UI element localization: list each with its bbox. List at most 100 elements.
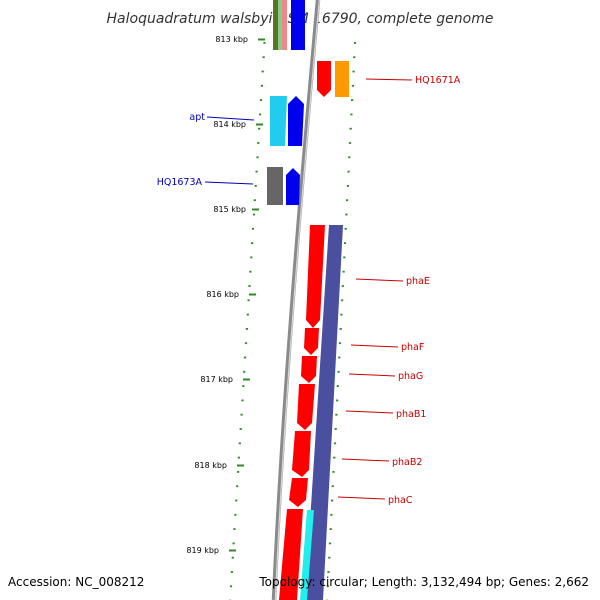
tick-dot [247,299,250,302]
tick-dot [333,456,336,459]
tick-dot [342,270,345,273]
tick-dot [248,285,251,287]
tick-dot [243,370,246,373]
tick-dot [254,185,257,187]
tick-dot [331,485,334,488]
cds-feature[interactable] [288,96,304,146]
gene-label-phac[interactable]: phaC [388,495,413,506]
tick-dot [251,242,254,244]
cds-feature[interactable] [270,96,287,146]
tick-dot [250,256,253,259]
cds-feature[interactable] [305,225,343,600]
tick-dot [249,270,252,273]
tick-dot [251,227,255,230]
kbp-label: 818 kbp [194,461,227,470]
kbp-label: 819 kbp [186,546,219,555]
tick-dot [245,328,248,330]
gene-leader-line [350,344,399,348]
tick-dot [246,313,249,316]
tick-dot [237,456,240,459]
tick-dot [328,542,332,545]
tick-dot [334,428,337,430]
cds-feature[interactable] [278,0,282,50]
cds-feature[interactable] [267,167,283,205]
gene-label-phae[interactable]: phaE [406,276,430,287]
cds-feature[interactable] [300,510,314,600]
tick-dot [344,227,347,230]
tick-dot [332,471,335,473]
tick-dot [259,99,263,101]
kbp-label: 817 kbp [200,375,233,384]
tick-dot [261,70,264,73]
cds-feature[interactable] [279,509,303,600]
gene-label-hq1673a[interactable]: HQ1673A [157,177,203,188]
tick-dot [333,442,337,445]
tick-dot [232,542,235,545]
tick-dot [340,313,343,316]
topology-text: Topology: circular; Length: 3,132,494 bp… [258,575,589,589]
tick-dot [353,42,357,44]
tick-dot [343,256,346,259]
gene-leader-line [365,78,413,81]
forward-strand-features [267,0,305,205]
tick-dot [339,328,342,330]
tick-dot [231,556,234,559]
cds-feature[interactable] [301,356,317,383]
tick-dot [346,199,349,202]
tick-dot [252,213,255,216]
gene-label-phag[interactable]: phaG [398,371,423,382]
cds-feature[interactable] [304,328,319,355]
tick-dot [262,56,265,59]
genome-backbone-highlight [274,0,320,600]
cds-feature[interactable] [292,431,311,477]
cds-feature[interactable] [273,0,278,50]
kbp-tick [237,464,244,467]
reverse-strand-features [279,61,349,600]
accession-text: Accession: NC_008212 [8,575,144,589]
kbp-tick [243,378,250,381]
tick-dot [229,585,233,588]
gene-label-phaf[interactable]: phaF [401,342,424,353]
tick-dot [244,356,247,359]
cds-feature[interactable] [335,61,349,97]
gene-labels: HQ1671A apt HQ1673A phaE phaF phaG phaB1 phaB2 p… [157,75,461,506]
tick-dot [237,471,240,473]
gene-label-phab1[interactable]: phaB1 [396,409,426,420]
kbp-tick [256,123,263,126]
gene-label-hq1671a[interactable]: HQ1671A [415,75,461,86]
kbp-label: 813 kbp [215,35,248,44]
cds-feature[interactable] [289,478,308,507]
gene-leader-line [355,278,404,282]
tick-dot [257,142,260,144]
cds-feature[interactable] [317,61,331,97]
cds-feature[interactable] [282,0,287,50]
tick-dot [350,113,353,116]
tick-dot [242,385,245,387]
tick-dot [235,499,238,502]
tick-dot [233,528,236,530]
kbp-tick [258,38,265,41]
genome-backbone [271,0,321,600]
kbp-tick [229,549,236,552]
gene-label-apt[interactable]: apt [189,112,205,123]
cds-feature[interactable] [297,384,315,430]
cds-feature[interactable] [306,225,325,328]
cds-feature[interactable] [286,168,300,205]
tick-dot [255,170,258,173]
gene-label-phab2[interactable]: phaB2 [392,457,422,468]
tick-dot [348,156,351,159]
gene-leader-line [206,116,255,121]
tick-dot [253,199,256,202]
tick-dot [341,299,344,302]
tick-dot [337,370,340,373]
tick-dot [352,70,355,73]
cds-feature[interactable] [291,0,305,50]
kbp-label: 814 kbp [213,120,246,129]
kbp-tick [252,208,259,211]
tick-dot [329,528,332,530]
tick-dot [336,399,339,402]
tick-dot [240,413,243,416]
gene-leader-line [345,410,394,414]
tick-dot [345,213,348,216]
